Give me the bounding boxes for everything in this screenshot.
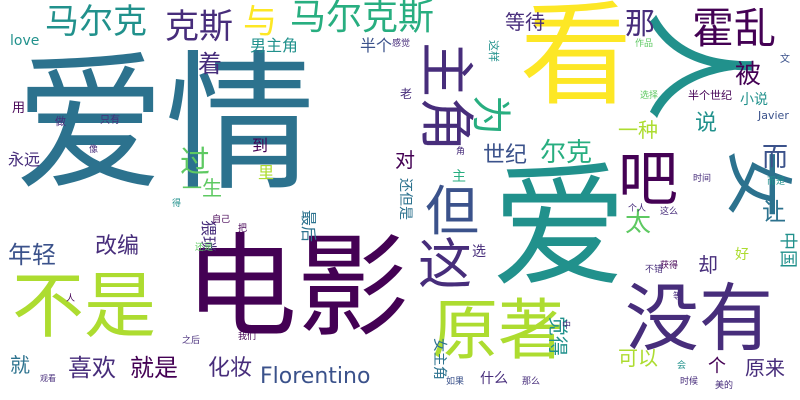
- word-zhujiao: 主角: [414, 42, 478, 153]
- word-wen: 文: [780, 54, 790, 65]
- word-xiang: 像: [89, 145, 99, 155]
- word-nanzhujiao: 男主角: [250, 36, 299, 55]
- word-makesi: 马尔克斯: [290, 0, 435, 38]
- word-guo: 过: [180, 145, 210, 180]
- word-shenme: 什么: [480, 371, 508, 387]
- word-javier: Javier: [758, 109, 789, 122]
- word-zhihou: 之后: [182, 336, 201, 346]
- word-keyi: 可以: [618, 346, 658, 370]
- word-erke: 尔克: [540, 138, 593, 168]
- word-ruguo: 如果: [446, 377, 465, 387]
- word-jiu: 就: [10, 353, 30, 377]
- word-zhongguo: 中国: [777, 232, 798, 268]
- word-yisheng: 一生: [182, 176, 222, 200]
- word-bushi: 不是: [12, 264, 157, 348]
- word-yongyuan: 永远: [8, 150, 41, 169]
- word-geren: 个人: [628, 204, 647, 214]
- word-nvzhujiao: 女主角: [431, 338, 447, 380]
- word-jiushi: 就是: [130, 354, 178, 382]
- word-er: 而: [762, 143, 789, 173]
- word-bei: 被: [735, 60, 762, 90]
- word-dui: 对: [395, 148, 415, 172]
- word-dao: 到: [252, 136, 269, 155]
- word-bangeshiji: 半个世纪: [688, 89, 732, 102]
- word-ziji: 自己: [212, 215, 231, 225]
- word-zhong: 中: [562, 321, 572, 331]
- word-zhe: 这: [418, 233, 472, 296]
- word-xuanze: 选择: [640, 91, 659, 101]
- word-na: 那: [625, 7, 655, 42]
- word-jiao: 角: [456, 147, 466, 157]
- word-yong: 用: [12, 101, 26, 116]
- word-li: 里: [258, 163, 275, 182]
- word-ge: 个: [708, 356, 726, 377]
- word-zhiyou: 只有: [100, 115, 120, 126]
- word-yizhong: 一种: [618, 118, 658, 142]
- word-aiqing: 爱情: [15, 38, 316, 212]
- word-ba-small: 把: [238, 224, 248, 234]
- word-gaibian: 改编: [95, 234, 140, 259]
- word-ai: 爱: [492, 149, 627, 306]
- word-que: 却: [698, 253, 718, 277]
- word-xihuan: 喜欢: [68, 354, 116, 382]
- word-zuopin: 作品: [635, 39, 654, 49]
- word-rang: 让: [762, 198, 786, 226]
- word-haishi: 还是: [195, 243, 214, 253]
- word-tai: 太: [625, 208, 652, 238]
- word-hao: 好: [735, 247, 749, 263]
- word-lao: 老: [400, 87, 413, 101]
- word-maerke: 马尔克: [45, 2, 147, 42]
- word-zhu: 主: [452, 169, 466, 185]
- word-shiji: 世纪: [483, 143, 528, 168]
- word-shijian: 时间: [693, 174, 712, 184]
- word-shuo: 说: [695, 111, 718, 136]
- word-huode: 获得: [660, 261, 679, 271]
- word-xiaoshuo: 小说: [740, 92, 768, 108]
- word-de: 得: [172, 199, 182, 209]
- word-love: love: [10, 33, 40, 49]
- word-xuan: 选: [472, 244, 486, 260]
- word-bucuo: 不错: [645, 265, 664, 275]
- word-meiyou: 没有: [625, 276, 773, 362]
- word-deng: 等: [673, 292, 683, 302]
- word-bange: 半个: [360, 36, 393, 55]
- word-ren-small: 人: [66, 294, 76, 304]
- word-ganjue: 感觉: [392, 39, 411, 49]
- word-yuanzhu: 原著: [432, 292, 564, 369]
- word-huoluan: 霍乱: [692, 4, 777, 53]
- word-nianqing: 年轻: [8, 241, 56, 269]
- word-guankan: 观看: [40, 374, 56, 383]
- word-zheme: 这么: [660, 207, 679, 217]
- word-wei: 为: [467, 95, 513, 135]
- word-haidanshi: 还但是: [397, 178, 413, 220]
- word-dengdai: 等待: [505, 10, 545, 34]
- word-zheyang: 这样: [487, 40, 500, 62]
- word-hui: 会: [677, 361, 687, 371]
- word-ba: 吧: [618, 145, 678, 215]
- word-dan: 但: [425, 180, 479, 243]
- word-kesi: 克斯: [165, 7, 233, 47]
- word-shihou: 时候: [680, 377, 699, 387]
- word-women: 我们: [238, 332, 257, 342]
- word-florentino: Florentino: [260, 364, 371, 389]
- word-zhe-small: 着: [198, 50, 222, 78]
- word-yu: 与: [243, 2, 277, 42]
- word-zuihou: 最后: [299, 210, 318, 243]
- word-dianying: 电影: [185, 223, 409, 353]
- word-zuo: 做: [55, 115, 66, 128]
- word-name: 那么: [522, 377, 541, 387]
- word-ershi: 而是: [767, 177, 786, 187]
- word-kan: 看: [520, 0, 632, 121]
- word-huazhuang: 化妆: [208, 356, 253, 381]
- word-yuanlai: 原来: [745, 356, 785, 380]
- word-meide: 美的: [715, 381, 734, 391]
